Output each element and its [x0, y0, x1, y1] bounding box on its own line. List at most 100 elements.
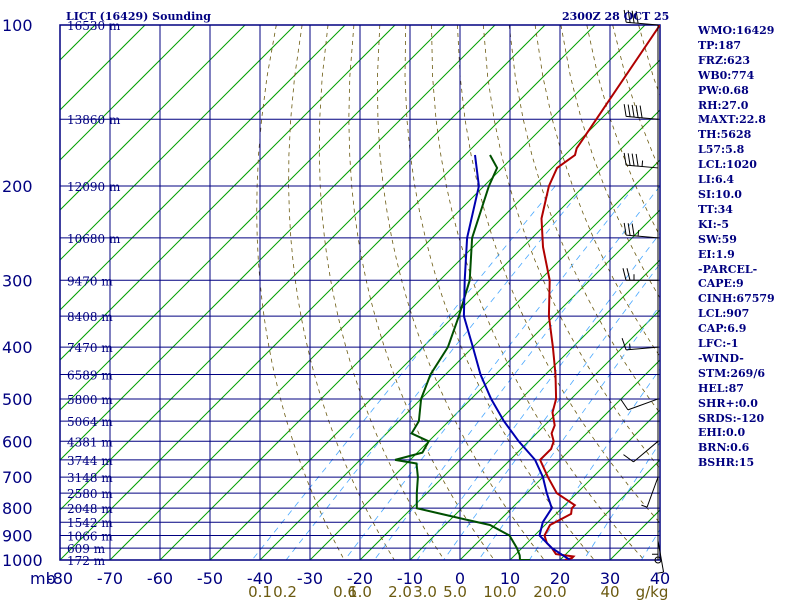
wind-barb-flag	[627, 104, 631, 117]
isotherm-line	[60, 25, 246, 211]
dry-adiabat-line	[376, 25, 545, 560]
pressure-tick-label: 800	[2, 499, 33, 518]
dry-adiabat-line	[404, 25, 595, 560]
mixing-ratio-unit: g/kg	[636, 583, 669, 600]
wind-barb-half-flag	[629, 343, 631, 350]
wind-barb-flag	[623, 454, 634, 463]
wind-barb-flag	[621, 338, 627, 351]
height-label: 7470 m	[67, 341, 113, 355]
index-item: KI:-5	[698, 217, 729, 231]
isotherm-line	[60, 25, 196, 161]
dry-adiabat-line	[288, 25, 395, 560]
index-item: LI:6.4	[698, 173, 735, 187]
wind-barb-flag	[623, 9, 627, 23]
pressure-tick-label: 400	[2, 338, 33, 357]
mixing-ratio-line	[478, 304, 660, 560]
index-item: LCL:907	[698, 307, 750, 321]
wind-barb-flag	[620, 399, 629, 411]
isotherm-line	[259, 159, 660, 560]
height-label: 16530 m	[67, 19, 121, 33]
isotherm-line	[209, 109, 660, 560]
wind-barb-flag	[635, 153, 639, 167]
temperature-tick-label: -10	[397, 569, 423, 588]
height-label: 5064 m	[67, 415, 113, 429]
mixing-ratio-line	[443, 263, 660, 560]
mixing-ratio-line	[416, 232, 660, 560]
index-item: EHI:0.0	[698, 426, 746, 440]
wind-barb-flag	[631, 223, 635, 236]
wind-barb-flag	[622, 268, 627, 281]
height-label: 1066 m	[67, 530, 113, 544]
height-label: 2048 m	[67, 502, 113, 516]
dry-adiabat-line	[318, 25, 445, 560]
index-item: -WIND-	[698, 351, 744, 365]
height-label: 5800 m	[67, 393, 113, 407]
mixing-ratio-label: 1.0	[348, 583, 372, 600]
wind-barb-flag	[623, 152, 627, 166]
mixing-ratio-label: 5.0	[443, 583, 467, 600]
isotherm-line	[459, 359, 660, 560]
wind-barb	[646, 476, 659, 508]
mixing-ratio-label: 40	[600, 583, 619, 600]
height-label: 8408 m	[67, 310, 113, 324]
index-item: BSHR:15	[698, 456, 755, 470]
mixing-ratio-line	[344, 185, 636, 560]
wind-barb-half-flag	[657, 571, 664, 574]
index-item: MAXT:22.8	[698, 113, 766, 127]
mixing-ratio-label: 3.0	[413, 583, 437, 600]
index-item: FRZ:623	[698, 53, 751, 67]
isotherm-line	[60, 25, 296, 261]
pressure-tick-label: 1000	[2, 551, 43, 570]
wind-barb	[626, 234, 659, 239]
temperature-tick-label: -40	[247, 569, 273, 588]
index-item: LCL:1020	[698, 158, 757, 172]
isotherm-line	[60, 25, 396, 361]
dry-adiabat-line	[794, 25, 800, 560]
pressure-tick-label: 700	[2, 468, 33, 487]
calm-wind-marker	[654, 556, 662, 564]
mixing-ratio-label: 0.1	[248, 583, 272, 600]
index-item: CINH:67579	[698, 292, 775, 306]
index-item: SHR+:0.0	[698, 396, 758, 410]
wind-barb	[626, 21, 659, 26]
index-item: EI:1.9	[698, 247, 735, 261]
mixing-ratio-label: 0.2	[273, 583, 297, 600]
temperature-tick-label: 30	[600, 569, 620, 588]
height-label: 6589 m	[67, 368, 113, 382]
wind-barb-half-flag	[641, 504, 648, 508]
index-item: -PARCEL-	[698, 262, 758, 276]
index-item: WMO:16429	[698, 24, 775, 37]
temperature-tick-label: -20	[347, 569, 373, 588]
index-item: SW:59	[698, 232, 737, 246]
height-label: 3148 m	[67, 471, 113, 485]
temperature-profile	[538, 25, 660, 560]
chart-title: LICT (16429) Sounding	[66, 10, 211, 23]
height-label: 10680 m	[67, 232, 121, 246]
index-item: LFC:-1	[698, 337, 739, 351]
index-item: STM:269/6	[698, 366, 765, 380]
wind-barb-flag	[623, 104, 627, 117]
index-item: L57:5.8	[698, 143, 745, 157]
mixing-ratio-label: 20.0	[533, 583, 566, 600]
stability-indices-list: WMO:16429 TP:187 FRZ:623 WB0:774 PW:0.68 RH:2…	[698, 24, 775, 471]
pressure-grid	[59, 24, 661, 561]
isotherm-line	[159, 59, 660, 560]
plot-frame	[59, 24, 661, 561]
pressure-tick-label: 100	[2, 16, 33, 35]
pressure-tick-label: 600	[2, 432, 33, 451]
chart-time: 2300Z 28 OCT 25	[562, 10, 669, 23]
mixing-ratio-line	[285, 185, 585, 560]
wind-barb-flag	[631, 153, 635, 166]
index-item: SRDS:-120	[698, 411, 765, 425]
pressure-tick-label: 900	[2, 527, 33, 546]
isotherm-line	[409, 309, 660, 560]
wind-barb-half-flag	[641, 160, 644, 167]
index-item: BRN:0.6	[698, 441, 750, 455]
pressure-tick-label: 500	[2, 390, 33, 409]
dry-adiabat-line	[256, 25, 345, 560]
index-item: RH:27.0	[698, 98, 749, 112]
wind-barb-flag	[639, 105, 643, 118]
temperature-tick-label: -60	[147, 569, 173, 588]
height-label: 13860 m	[67, 113, 121, 127]
